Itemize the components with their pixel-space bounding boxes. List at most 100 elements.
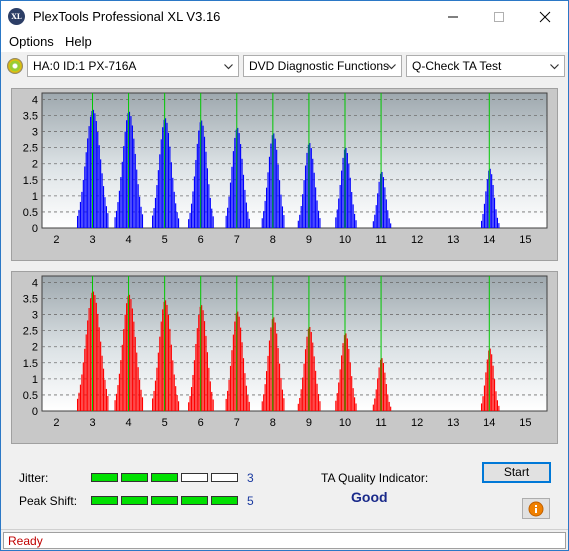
close-button[interactable] bbox=[522, 1, 568, 31]
histogram-bar bbox=[225, 215, 227, 228]
histogram-bar bbox=[498, 223, 500, 228]
histogram-bar bbox=[159, 336, 161, 411]
y-tick-label: 0 bbox=[32, 406, 38, 418]
info-button[interactable] bbox=[522, 498, 550, 519]
function-select[interactable]: DVD Diagnostic Functions bbox=[243, 55, 402, 77]
histogram-bar bbox=[335, 400, 337, 411]
histogram-bar bbox=[211, 391, 213, 411]
histogram-bar bbox=[134, 336, 136, 411]
x-tick-label: 3 bbox=[89, 417, 95, 429]
histogram-bar bbox=[304, 349, 307, 411]
chevron-down-icon bbox=[387, 64, 396, 70]
title-bar[interactable]: XL PlexTools Professional XL V3.16 bbox=[1, 1, 568, 31]
x-tick-label: 14 bbox=[483, 234, 495, 246]
histogram-bar bbox=[227, 390, 229, 411]
histogram-bar bbox=[240, 144, 242, 228]
histogram-bar bbox=[232, 334, 234, 411]
y-tick-label: 3.5 bbox=[23, 294, 38, 306]
test-select[interactable]: Q-Check TA Test bbox=[406, 55, 565, 77]
histogram-bar bbox=[313, 356, 315, 411]
histogram-bar bbox=[488, 350, 490, 411]
histogram-bar bbox=[266, 187, 268, 228]
histogram-bar bbox=[154, 380, 157, 411]
minimize-button[interactable] bbox=[430, 1, 476, 31]
disc-drive-icon bbox=[7, 58, 23, 74]
plextools-logo-icon: XL bbox=[8, 8, 25, 25]
histogram-bar bbox=[163, 301, 165, 411]
histogram-bar bbox=[81, 191, 83, 228]
histogram-bar bbox=[89, 116, 92, 228]
histogram-bar bbox=[310, 332, 312, 411]
histogram-bar bbox=[495, 209, 497, 228]
histogram-bar bbox=[154, 197, 157, 228]
x-tick-label: 5 bbox=[162, 417, 168, 429]
x-tick-label: 4 bbox=[126, 234, 132, 246]
histogram-bar bbox=[156, 185, 158, 228]
histogram-bar bbox=[126, 120, 128, 228]
histogram-bar bbox=[480, 220, 483, 228]
drive-select[interactable]: HA:0 ID:1 PX-716A bbox=[27, 55, 239, 77]
histogram-bar bbox=[95, 120, 97, 228]
histogram-bar bbox=[189, 212, 191, 228]
meter-segment bbox=[121, 496, 148, 505]
status-panel: Ready bbox=[3, 532, 566, 549]
histogram-bar bbox=[121, 161, 123, 228]
histogram-bar bbox=[281, 389, 284, 411]
jitter-chart: 0 0.5 1 1.5 2 2.5 3 3.5 4 2 3 4 5 6 7 8 9 10 11 12 13 14 15 bbox=[11, 88, 558, 261]
histogram-bar bbox=[91, 292, 93, 411]
maximize-button[interactable] bbox=[476, 1, 522, 31]
histogram-bar bbox=[336, 393, 338, 411]
histogram-bar bbox=[232, 151, 234, 228]
histogram-bar bbox=[139, 196, 141, 228]
histogram-bar bbox=[190, 203, 193, 228]
histogram-bar bbox=[88, 308, 90, 411]
meter-segment bbox=[181, 496, 208, 505]
meter-segment bbox=[151, 473, 178, 482]
histogram-bar bbox=[169, 328, 171, 411]
histogram-bar bbox=[202, 310, 204, 411]
histogram-bar bbox=[115, 210, 118, 228]
histogram-bar bbox=[88, 126, 90, 228]
x-tick-label: 6 bbox=[198, 234, 204, 246]
histogram-bar bbox=[115, 393, 118, 411]
histogram-bar bbox=[104, 379, 106, 411]
histogram-bar bbox=[354, 213, 356, 228]
histogram-bar bbox=[130, 299, 132, 411]
histogram-bar bbox=[306, 152, 308, 228]
start-button[interactable]: Start bbox=[482, 462, 551, 483]
histogram-bar bbox=[354, 397, 356, 411]
histogram-bar bbox=[198, 130, 200, 228]
meter-segment bbox=[211, 473, 238, 482]
function-select-value: DVD Diagnostic Functions bbox=[249, 59, 390, 73]
histogram-bar bbox=[199, 122, 201, 228]
histogram-bar bbox=[268, 156, 271, 228]
histogram-bar bbox=[352, 388, 354, 411]
histogram-bar bbox=[175, 386, 177, 411]
histogram-bar bbox=[381, 171, 383, 228]
histogram-bar bbox=[123, 146, 125, 228]
histogram-bar bbox=[270, 327, 272, 411]
histogram-bar bbox=[120, 177, 122, 228]
histogram-bar bbox=[355, 220, 357, 228]
histogram-bar bbox=[98, 145, 100, 228]
histogram-bar bbox=[133, 321, 135, 411]
histogram-bar bbox=[159, 154, 161, 228]
histogram-bar bbox=[173, 191, 175, 228]
maximize-icon bbox=[494, 12, 504, 22]
menu-help[interactable]: Help bbox=[65, 34, 92, 49]
histogram-bar bbox=[117, 385, 119, 411]
histogram-bar bbox=[128, 111, 131, 228]
histogram-bar bbox=[141, 397, 144, 411]
histogram-bar bbox=[139, 379, 141, 411]
histogram-bar bbox=[100, 159, 102, 228]
histogram-bar bbox=[206, 168, 208, 228]
menu-options[interactable]: Options bbox=[9, 34, 54, 49]
histogram-bar bbox=[303, 180, 305, 228]
histogram-bar bbox=[114, 400, 116, 411]
histogram-bar bbox=[95, 302, 97, 411]
x-tick-label: 3 bbox=[89, 234, 95, 246]
histogram-bar bbox=[128, 294, 131, 411]
histogram-bar bbox=[102, 186, 105, 228]
histogram-bar bbox=[84, 166, 86, 228]
